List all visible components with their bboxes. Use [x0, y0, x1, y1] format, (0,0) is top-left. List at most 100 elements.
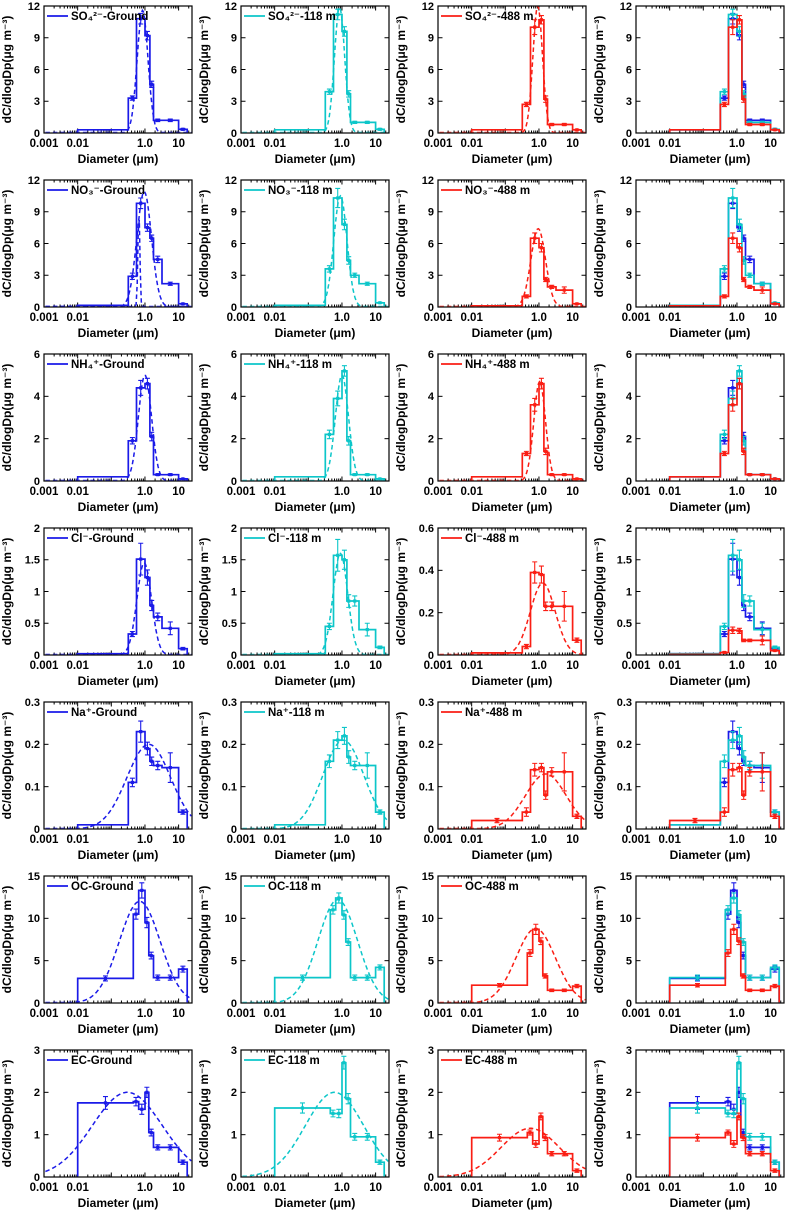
panel-so4-ground: 0.001 0.01 1.0 10 0 3 6 9 12 Diameter (μm) dC/dlog…: [0, 0, 197, 174]
x-tick-label: 0.001: [30, 1008, 59, 1020]
x-tick-label: 10: [172, 312, 185, 324]
fit-curve-nh4-ground: [45, 374, 192, 481]
errorbars-cl: [721, 538, 778, 650]
y-tick-label: 5: [34, 955, 40, 967]
x-tick-label: 1.0: [729, 486, 745, 498]
x-tick-label: 1.0: [729, 834, 745, 846]
x-axis-label: Diameter (μm): [472, 500, 553, 514]
histogram-ec-118m: [273, 1061, 386, 1177]
x-tick-label: 10: [172, 486, 185, 498]
y-tick-label: 9: [34, 33, 40, 45]
errorbars-oc: [496, 923, 580, 993]
x-axis-label: Diameter (μm): [670, 848, 751, 862]
fit-curve-na-488m: [439, 773, 586, 829]
x-tick-label: 0.01: [658, 486, 681, 498]
y-tick-label: 2: [34, 1087, 40, 1099]
y-tick-label: 3: [231, 96, 237, 108]
x-tick-label: 10: [172, 1008, 185, 1020]
fit-curve-na-ground: [45, 743, 192, 829]
x-tick-label: 0.01: [658, 138, 681, 150]
x-tick-label: 1.0: [531, 138, 547, 150]
legend-label-no3-488m: NO₃⁻-488 m: [465, 185, 530, 197]
x-tick-label: 1.0: [137, 660, 153, 672]
chart-no3-488m: 0.001 0.01 1.0 10 0 3 6 9 12 Diameter (μm) dC/dlog…: [394, 175, 587, 340]
x-tick-label: 10: [566, 834, 579, 846]
histogram-so4-118m: [668, 13, 781, 133]
y-axis-label: dC/dlogDp(μg m⁻³): [0, 190, 14, 298]
y-tick-label: 3: [428, 96, 434, 108]
x-tick-label: 0.001: [30, 312, 59, 324]
y-tick-label: 12: [422, 175, 434, 187]
fit-curve-ec-488m: [439, 1127, 586, 1177]
y-tick-label: 6: [34, 349, 40, 361]
panel-na-118m: 0.001 0.01 1.0 10 0 0.1 0.2 0.3 Diameter (μm) dC/…: [197, 696, 394, 870]
x-tick-label: 0.001: [424, 834, 453, 846]
panel-na-ground: 0.001 0.01 1.0 10 0 0.1 0.2 0.3 Diameter (μm) dC/…: [0, 696, 197, 870]
x-tick-label: 1.0: [531, 1008, 547, 1020]
x-tick-label: 1.0: [531, 834, 547, 846]
histogram-no3-488m: [470, 237, 583, 307]
histogram-oc-ground: [76, 889, 189, 1003]
y-tick-label: 0.6: [419, 523, 434, 535]
x-axis-label: Diameter (μm): [670, 500, 751, 514]
panel-so4-118m: 0.001 0.01 1.0 10 0 3 6 9 12 Diameter (μm) dC/dlog…: [197, 0, 394, 174]
y-tick-label: 5: [231, 955, 237, 967]
histogram-no3-ground: [76, 202, 189, 307]
histogram-cl-ground: [76, 558, 189, 655]
y-tick-label: 0: [231, 302, 237, 314]
fit-curve-ec-ground: [45, 1091, 192, 1173]
y-tick-label: 0: [626, 302, 632, 314]
x-axis-label: Diameter (μm): [275, 1196, 356, 1210]
chart-oc-ground: 0.001 0.01 1.0 10 0 5 10 15 Diameter (μm) dC/dlog…: [0, 871, 193, 1036]
x-tick-label: 0.001: [30, 1182, 59, 1194]
errorbars-na: [326, 726, 383, 815]
y-tick-label: 5: [626, 955, 632, 967]
y-tick-label: 2: [626, 523, 632, 535]
y-tick-label: 10: [225, 913, 237, 925]
y-axis-label: dC/dlogDp(μg m⁻³): [197, 364, 211, 472]
x-tick-label: 10: [369, 834, 382, 846]
y-axis-label: dC/dlogDp(μg m⁻³): [592, 1060, 606, 1168]
y-tick-label: 15: [422, 871, 434, 883]
y-axis-label: dC/dlogDp(μg m⁻³): [197, 538, 211, 646]
x-tick-label: 0.001: [424, 312, 453, 324]
x-tick-label: 1.0: [137, 1008, 153, 1020]
x-tick-label: 0.01: [66, 486, 89, 498]
y-tick-label: 0: [231, 1172, 237, 1184]
x-tick-label: 1.0: [137, 138, 153, 150]
fit-curve-na-118m: [242, 739, 389, 829]
x-tick-label: 0.001: [227, 834, 256, 846]
y-tick-label: 6: [231, 64, 237, 76]
errorbars-so4: [326, 8, 383, 131]
y-tick-label: 0: [626, 476, 632, 488]
fit-curve-oc-118m: [242, 898, 389, 1003]
x-tick-label: 0.001: [227, 660, 256, 672]
x-tick-label: 0.01: [263, 1182, 286, 1194]
panel-na-488m: 0.001 0.01 1.0 10 0 0.1 0.2 0.3 Diameter (μm) dC/…: [394, 696, 591, 870]
histogram-nh4-ground: [76, 382, 189, 481]
legend-label-no3-ground: NO₃⁻-Ground: [71, 185, 145, 197]
y-tick-label: 9: [34, 207, 40, 219]
legend-label-cl-488m: Cl⁻-488 m: [465, 533, 519, 545]
y-tick-label: 6: [626, 349, 632, 361]
y-tick-label: 4: [231, 391, 238, 403]
panel-ec-ground: 0.001 0.01 1.0 10 0 1 2 3 Diameter (μm) dC/dlogDp…: [0, 1044, 197, 1218]
y-tick-label: 12: [28, 1, 40, 13]
errorbars-no3: [326, 187, 383, 305]
y-axis-label: dC/dlogDp(μg m⁻³): [197, 712, 211, 820]
y-tick-label: 4: [34, 391, 41, 403]
x-tick-label: 1.0: [729, 1008, 745, 1020]
chart-nh4-combined: 0.001 0.01 1.0 10 0 2 4 6 Diameter (μm) dC/dlogDp…: [592, 349, 785, 514]
y-tick-label: 2: [626, 1087, 632, 1099]
panel-cl-combined: 0.001 0.01 1.0 10 0 0.5 1 1.5 2 Diameter (μm) dC/d…: [591, 522, 790, 696]
x-tick-label: 0.001: [424, 138, 453, 150]
y-tick-label: 0: [428, 1172, 434, 1184]
x-tick-label: 0.001: [30, 834, 59, 846]
y-tick-label: 1.5: [25, 555, 40, 567]
chart-cl-ground: 0.001 0.01 1.0 10 0 0.5 1 1.5 2 Diameter (μm) dC/d…: [0, 523, 193, 688]
x-tick-label: 0.001: [424, 1008, 453, 1020]
x-axis-label: Diameter (μm): [670, 674, 751, 688]
y-axis-label: dC/dlogDp(μg m⁻³): [394, 16, 408, 124]
histogram-ec-488m: [668, 1115, 781, 1177]
legend-label-ec-488m: EC-488 m: [465, 1055, 517, 1067]
